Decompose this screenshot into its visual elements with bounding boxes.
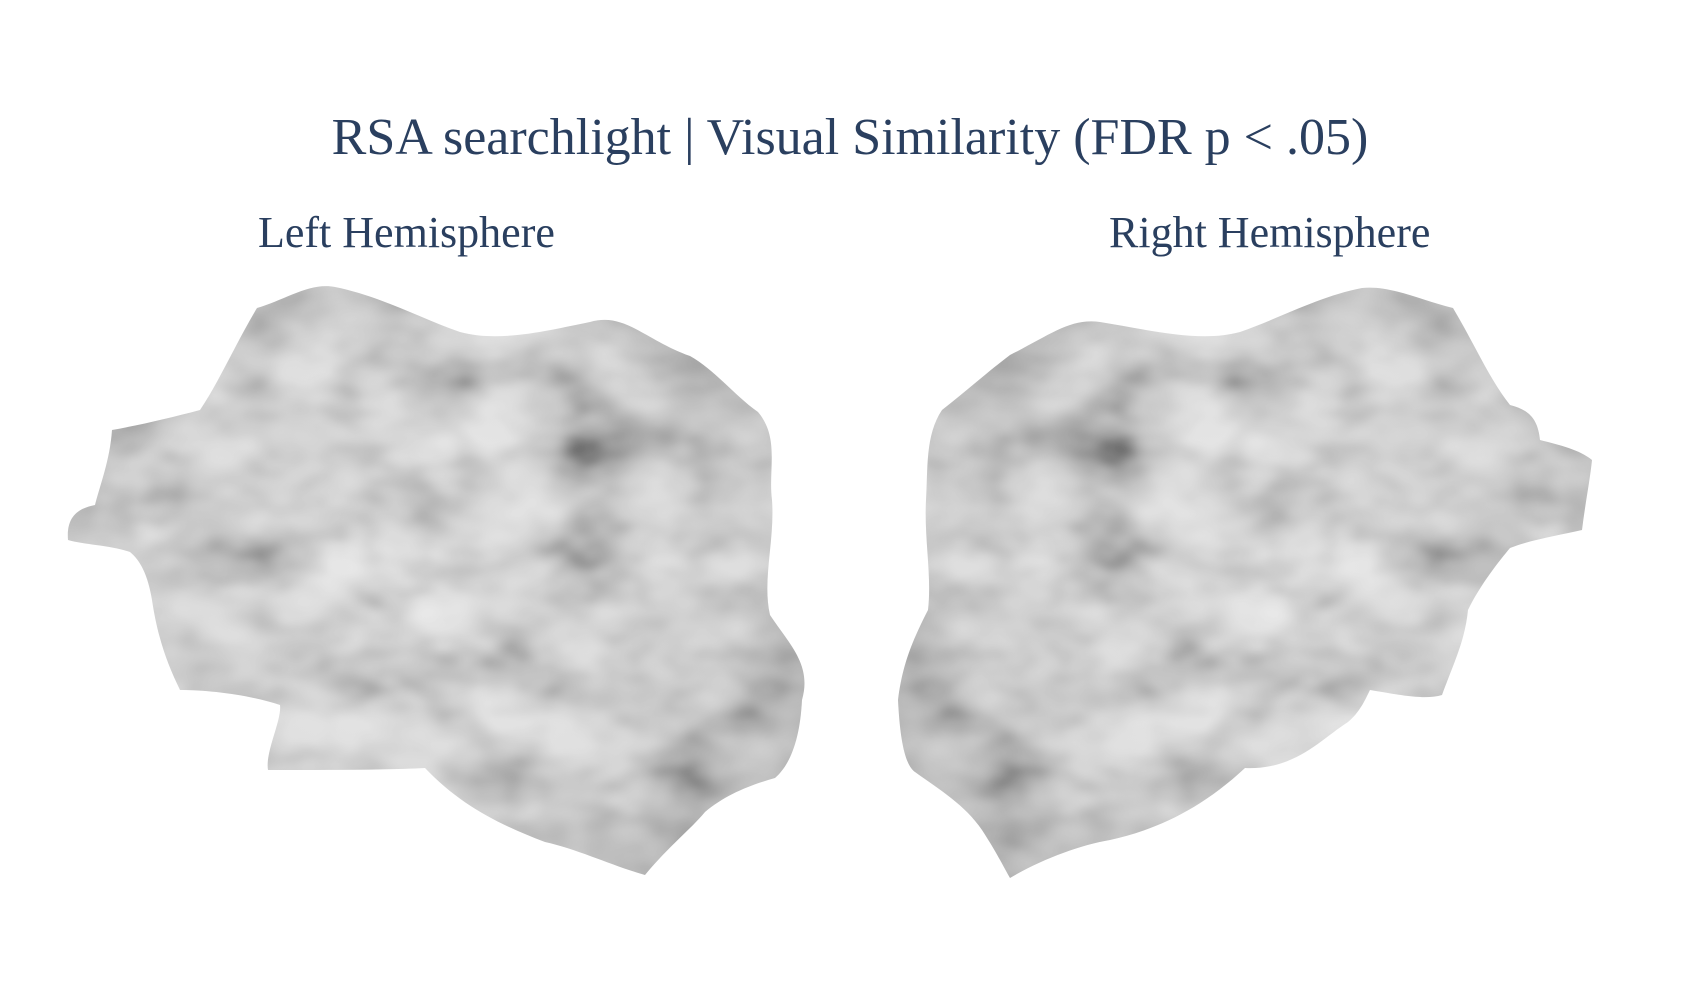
right-hemisphere-flatmap: [898, 287, 1592, 878]
right-hemisphere-surface: [898, 287, 1592, 878]
left-hemisphere-label: Left Hemisphere: [258, 208, 555, 257]
left-hemisphere-surface: [67, 286, 805, 876]
figure-title: RSA searchlight | Visual Similarity (FDR…: [331, 109, 1369, 166]
right-hemisphere-label: Right Hemisphere: [1109, 208, 1431, 257]
left-hemisphere-flatmap: [67, 286, 805, 876]
